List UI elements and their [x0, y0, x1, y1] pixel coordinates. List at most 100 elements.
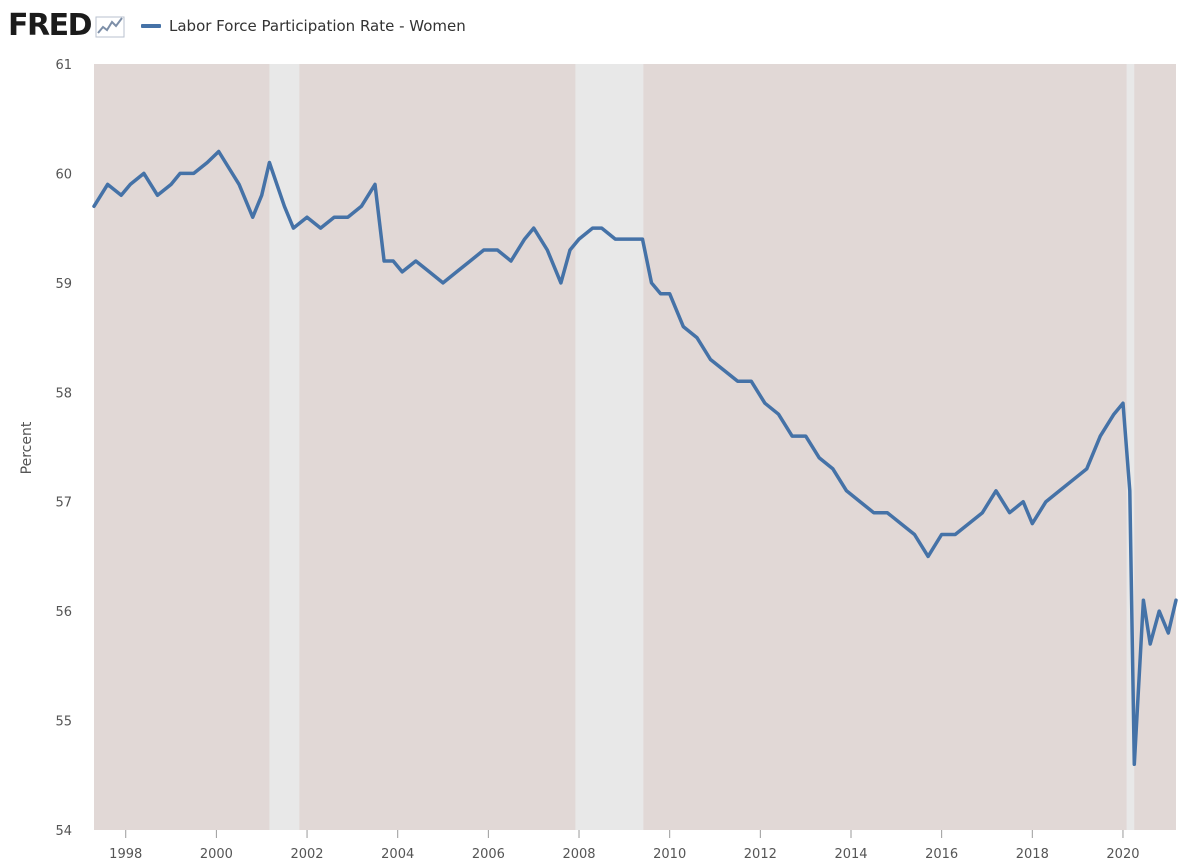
x-tick-label: 2020	[1106, 847, 1139, 862]
data-point	[1058, 489, 1061, 492]
data-point	[192, 172, 195, 175]
data-point	[764, 402, 766, 405]
data-point	[283, 205, 286, 208]
data-point	[659, 293, 662, 295]
data-point	[1142, 599, 1145, 601]
data-point	[641, 238, 644, 240]
data-point	[569, 249, 571, 251]
data-point	[777, 413, 780, 415]
data-point	[156, 194, 159, 197]
x-tick-label: 2000	[200, 847, 233, 862]
data-point	[1122, 402, 1124, 405]
data-point	[523, 238, 526, 240]
recession-band	[1126, 64, 1135, 830]
data-point	[1113, 413, 1115, 415]
data-point	[1022, 500, 1025, 503]
data-point	[709, 358, 712, 361]
data-point	[578, 238, 580, 240]
y-tick-label: 54	[55, 824, 72, 839]
data-point	[614, 238, 617, 240]
data-point	[268, 161, 271, 164]
x-tick-label: 2010	[653, 847, 686, 862]
data-point	[682, 325, 685, 328]
x-tick-label: 2018	[1016, 847, 1049, 862]
data-point	[120, 194, 122, 197]
data-point	[238, 183, 240, 186]
y-tick-label: 61	[55, 58, 72, 73]
data-point	[981, 511, 984, 514]
recession-shading	[269, 64, 1135, 830]
data-point	[913, 533, 916, 536]
data-point	[224, 161, 227, 164]
legend-series-label: Labor Force Participation Rate - Women	[169, 17, 466, 35]
data-point	[591, 227, 594, 229]
data-point	[319, 227, 322, 229]
data-point	[791, 435, 793, 437]
data-point	[940, 533, 943, 536]
y-tick-label: 57	[55, 496, 72, 511]
data-point	[428, 271, 431, 273]
data-point	[1045, 500, 1047, 503]
data-point	[1149, 643, 1151, 645]
data-point	[106, 183, 109, 186]
data-point	[170, 183, 172, 186]
data-point	[333, 216, 336, 218]
x-tick-label: 2006	[472, 847, 505, 862]
data-point	[723, 369, 725, 372]
data-point	[900, 522, 902, 525]
data-point	[886, 511, 889, 514]
data-point	[496, 249, 499, 251]
data-point	[832, 468, 834, 470]
x-tick-label: 2012	[744, 847, 777, 862]
data-point	[455, 271, 458, 273]
x-axis-ticks: 1998 2000 2002 2004 2006 2008 2010 2012 2014 2016…	[109, 830, 1140, 862]
x-tick-label: 2008	[562, 847, 595, 862]
data-point	[510, 260, 512, 262]
data-point	[1031, 522, 1034, 525]
data-point	[818, 457, 821, 459]
data-point	[129, 183, 132, 186]
data-point	[845, 489, 848, 492]
data-point	[650, 282, 653, 284]
data-point	[1158, 610, 1161, 612]
data-point	[251, 216, 254, 218]
data-point	[995, 489, 997, 492]
data-point	[469, 260, 472, 262]
data-point	[1072, 479, 1074, 481]
y-tick-label: 56	[55, 605, 72, 620]
y-axis-ticks: 54 55 56 57 58 59 60 61	[55, 58, 72, 839]
data-point	[927, 555, 929, 558]
header: FRED Labor Force Participation Rate - Wo…	[8, 6, 466, 46]
data-point	[383, 260, 385, 262]
data-point	[415, 260, 417, 262]
data-point	[1167, 632, 1170, 634]
legend[interactable]: Labor Force Participation Rate - Women	[141, 17, 466, 35]
data-point	[374, 183, 376, 186]
data-point	[347, 216, 349, 218]
recession-band	[269, 64, 300, 830]
x-tick-label: 1998	[109, 847, 142, 862]
data-point	[696, 336, 698, 339]
trend-line-icon	[95, 16, 125, 38]
data-point	[600, 227, 603, 229]
x-tick-label: 2004	[381, 847, 414, 862]
data-point	[668, 293, 671, 295]
fred-logo[interactable]: FRED	[8, 8, 93, 43]
data-point	[736, 380, 739, 383]
data-point	[442, 282, 444, 284]
data-point	[483, 249, 485, 251]
data-point	[628, 238, 630, 240]
data-point	[292, 227, 295, 229]
y-tick-label: 55	[55, 715, 72, 730]
data-point	[750, 380, 753, 383]
data-point	[954, 533, 957, 536]
data-point	[1085, 468, 1088, 470]
data-point	[859, 500, 861, 503]
y-tick-label: 59	[55, 277, 72, 292]
data-point	[392, 260, 394, 262]
data-point	[360, 205, 363, 208]
data-point	[872, 511, 875, 514]
legend-swatch	[141, 24, 161, 28]
data-point	[306, 216, 308, 218]
